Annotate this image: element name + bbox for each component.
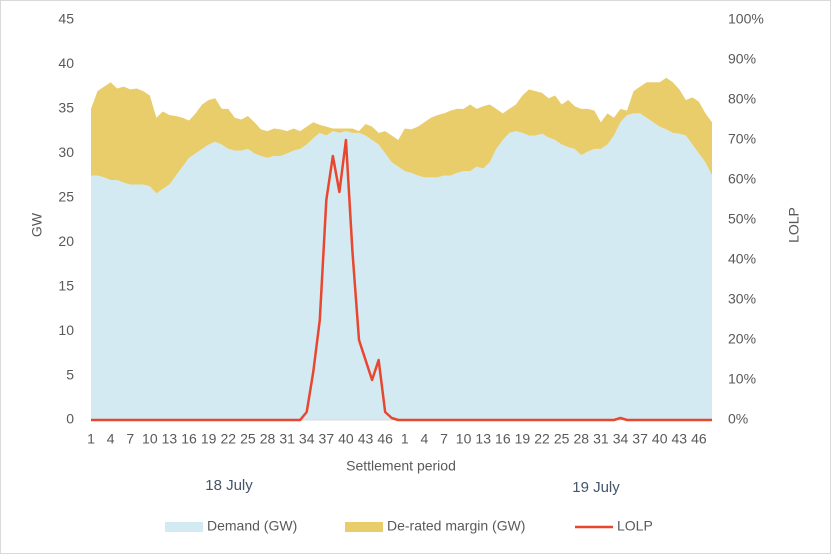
x-tick-label: 31 <box>593 431 609 447</box>
y2-tick-label: 0% <box>728 411 748 427</box>
x-tick-label: 37 <box>319 431 335 447</box>
x-tick-label: 22 <box>220 431 236 447</box>
x-tick-label: 28 <box>260 431 276 447</box>
x-tick-label: 7 <box>126 431 134 447</box>
x-tick-label: 46 <box>691 431 707 447</box>
x-tick-label: 22 <box>534 431 550 447</box>
y2-tick-label: 90% <box>728 51 756 67</box>
x-axis-title: Settlement period <box>346 458 456 474</box>
x-tick-label: 1 <box>87 431 95 447</box>
x-tick-label: 19 <box>515 431 531 447</box>
x-tick-label: 28 <box>573 431 589 447</box>
y-tick-label: 30 <box>58 144 74 160</box>
x-tick-label: 7 <box>440 431 448 447</box>
y2-tick-label: 10% <box>728 371 756 387</box>
x-tick-label: 31 <box>279 431 295 447</box>
x-tick-label: 46 <box>377 431 393 447</box>
x-tick-label: 1 <box>401 431 409 447</box>
x-tick-label: 34 <box>613 431 629 447</box>
y2-tick-label: 70% <box>728 131 756 147</box>
area <box>91 113 712 420</box>
y2-tick-label: 50% <box>728 211 756 227</box>
x-tick-label: 4 <box>420 431 428 447</box>
legend-label: LOLP <box>617 518 653 534</box>
y-tick-label: 35 <box>58 100 74 116</box>
x-tick-label: 13 <box>162 431 178 447</box>
x-tick-label: 25 <box>240 431 256 447</box>
y-tick-label: 40 <box>58 55 74 71</box>
y2-tick-label: 100% <box>728 11 764 27</box>
y-tick-label: 45 <box>58 11 74 27</box>
legend-swatch <box>345 522 383 532</box>
x-tick-label: 43 <box>358 431 374 447</box>
area <box>91 77 712 194</box>
x-tick-label: 40 <box>652 431 668 447</box>
x-tick-label: 34 <box>299 431 315 447</box>
day-annotation: 19 July <box>572 479 620 496</box>
y2-axis-title: LOLP <box>786 207 802 243</box>
day-annotation: 18 July <box>205 477 253 494</box>
x-tick-label: 40 <box>338 431 354 447</box>
legend-label: Demand (GW) <box>207 518 297 534</box>
y2-tick-label: 20% <box>728 331 756 347</box>
y-tick-label: 0 <box>66 411 74 427</box>
x-tick-label: 43 <box>672 431 688 447</box>
legend-label: De-rated margin (GW) <box>387 518 525 534</box>
y-tick-label: 10 <box>58 322 74 338</box>
y2-tick-label: 60% <box>728 171 756 187</box>
legend-swatch <box>165 522 203 532</box>
x-tick-label: 19 <box>201 431 217 447</box>
y-tick-label: 5 <box>66 366 74 382</box>
x-tick-label: 25 <box>554 431 570 447</box>
x-tick-label: 10 <box>456 431 472 447</box>
x-tick-label: 16 <box>181 431 197 447</box>
line <box>91 138 712 422</box>
y2-tick-label: 40% <box>728 251 756 267</box>
y-tick-label: 15 <box>58 277 74 293</box>
x-tick-label: 13 <box>475 431 491 447</box>
y-axis-title: GW <box>29 212 45 237</box>
x-tick-label: 4 <box>107 431 115 447</box>
y2-tick-label: 30% <box>728 291 756 307</box>
y2-tick-label: 80% <box>728 91 756 107</box>
y-tick-label: 25 <box>58 188 74 204</box>
x-tick-label: 10 <box>142 431 158 447</box>
y-tick-label: 20 <box>58 233 74 249</box>
x-tick-label: 16 <box>495 431 511 447</box>
x-tick-label: 37 <box>632 431 648 447</box>
